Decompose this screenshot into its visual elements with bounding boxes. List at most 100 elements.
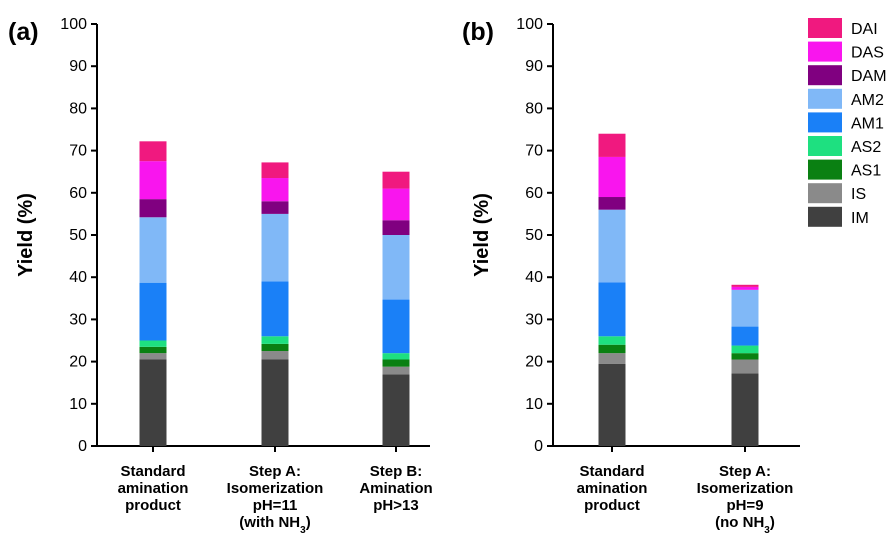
x-category-label-line: (no NH3) — [715, 514, 775, 536]
legend-item: AM1 — [808, 112, 884, 133]
legend-label: DAM — [851, 68, 887, 85]
x-category-label-line: amination — [577, 480, 648, 497]
bar-segment-as2 — [139, 340, 167, 347]
bar-segment-as1 — [382, 359, 410, 367]
x-category-label-line: Isomerization — [697, 480, 794, 497]
bar-segment-is — [261, 351, 289, 360]
legend-swatch — [808, 159, 842, 180]
legend-item: AS1 — [808, 159, 881, 180]
y-tick-label: 30 — [525, 311, 543, 328]
bar-segment-am2 — [731, 289, 759, 327]
x-category-label-line: Step B: — [370, 463, 423, 480]
bar-segment-am1 — [382, 299, 410, 354]
chart-panel-a: (a) Yield (%) 0 10 20 30 40 50 60 70 80 90 100 Standa… — [8, 16, 433, 536]
bar-segment-das — [731, 286, 759, 290]
y-tick-label: 50 — [69, 227, 87, 244]
bar-segment-im — [261, 359, 289, 446]
y-axis-label: Yield (%) — [15, 193, 37, 277]
legend-item: AS2 — [808, 136, 881, 156]
legend-label: AS2 — [851, 139, 881, 156]
bar-segment-dam — [261, 201, 289, 214]
bar-segment-am2 — [598, 209, 626, 283]
x-category-label-line: Standard — [579, 463, 644, 480]
legend-label: DAI — [851, 21, 878, 38]
x-category-label: Standard amination product — [577, 463, 648, 514]
y-tick-label: 40 — [69, 269, 87, 286]
x-category-label-line: Amination — [359, 480, 432, 497]
x-category-label-line: pH>13 — [373, 497, 418, 514]
bar-segment-as2 — [261, 336, 289, 344]
legend-item: DAS — [808, 41, 884, 62]
bar-segment-dai — [382, 171, 410, 189]
stacked-bar — [598, 133, 626, 446]
y-tick-label: 30 — [69, 311, 87, 328]
legend-swatch — [808, 136, 842, 156]
bar-segment-as2 — [598, 336, 626, 345]
legend: DAI DAS DAM AM2 AM1 AS2 AS1 IS IM — [808, 18, 887, 227]
bar-segment-das — [139, 161, 167, 200]
stacked-bar — [139, 141, 167, 446]
legend-label: AM1 — [851, 115, 884, 132]
x-category-label: Step A: Isomerization pH=9 (no NH3) — [697, 463, 794, 536]
y-axis-label: Yield (%) — [471, 193, 493, 277]
y-tick-label: 20 — [69, 354, 87, 371]
bar-segment-as1 — [139, 346, 167, 354]
bar-segment-as1 — [731, 353, 759, 360]
legend-item: IS — [808, 183, 866, 204]
x-category-label-line: (with NH3) — [239, 514, 310, 536]
bar-segment-dai — [261, 162, 289, 179]
bar-segment-im — [731, 373, 759, 446]
legend-label: DAS — [851, 45, 884, 62]
bar-segment-das — [261, 178, 289, 202]
x-category-label-line: pH=9 — [726, 497, 763, 514]
legend-item: AM2 — [808, 88, 884, 109]
y-tick-label: 60 — [525, 185, 543, 202]
bar-segment-am1 — [731, 326, 759, 346]
legend-item: DAI — [808, 18, 878, 38]
bar-segment-dam — [382, 220, 410, 235]
bar-segment-am2 — [261, 213, 289, 282]
legend-label: IS — [851, 186, 866, 203]
legend-swatch — [808, 183, 842, 204]
bar-segment-is — [598, 353, 626, 364]
x-category-label-line: Step A: — [719, 463, 771, 480]
legend-swatch — [808, 206, 842, 227]
y-tick-label: 50 — [525, 227, 543, 244]
bar-segment-am1 — [261, 281, 289, 337]
x-category-label-line: Step A: — [249, 463, 301, 480]
y-tick-label: 0 — [534, 438, 543, 455]
chart-panel-b: (b) Yield (%) 0 10 20 30 40 50 60 70 80 90 100 Standa… — [462, 16, 800, 536]
stacked-bar — [261, 162, 289, 446]
bar-segment-im — [382, 374, 410, 446]
panel-label: (b) — [462, 18, 494, 46]
y-tick-label: 0 — [78, 438, 87, 455]
legend-swatch — [808, 65, 842, 86]
x-category-label-line: amination — [118, 480, 189, 497]
y-tick-label: 90 — [69, 58, 87, 75]
y-tick-label: 80 — [69, 100, 87, 117]
bar-segment-dai — [598, 133, 626, 157]
bar-segment-dam — [139, 199, 167, 218]
bar-segment-dam — [598, 197, 626, 210]
legend-item: IM — [808, 206, 869, 227]
y-tick-label: 20 — [525, 354, 543, 371]
bar-segment-is — [731, 359, 759, 374]
legend-label: AM2 — [851, 92, 884, 109]
y-tick-label: 10 — [525, 396, 543, 413]
bar-segment-das — [382, 188, 410, 221]
bar-segment-is — [382, 366, 410, 375]
x-category-label-line: Standard — [120, 463, 185, 480]
y-tick-label: 40 — [525, 269, 543, 286]
y-tick-label: 90 — [525, 58, 543, 75]
x-category-label-line: product — [125, 497, 181, 514]
y-tick-label: 70 — [525, 143, 543, 160]
bar-segment-am2 — [139, 217, 167, 283]
bar-segment-im — [139, 359, 167, 446]
y-tick-label: 80 — [525, 100, 543, 117]
bar-segment-das — [598, 156, 626, 198]
bar-segment-dai — [731, 284, 759, 287]
bar-segment-dai — [139, 141, 167, 162]
y-tick-label: 100 — [60, 16, 87, 33]
bar-segment-is — [139, 353, 167, 360]
